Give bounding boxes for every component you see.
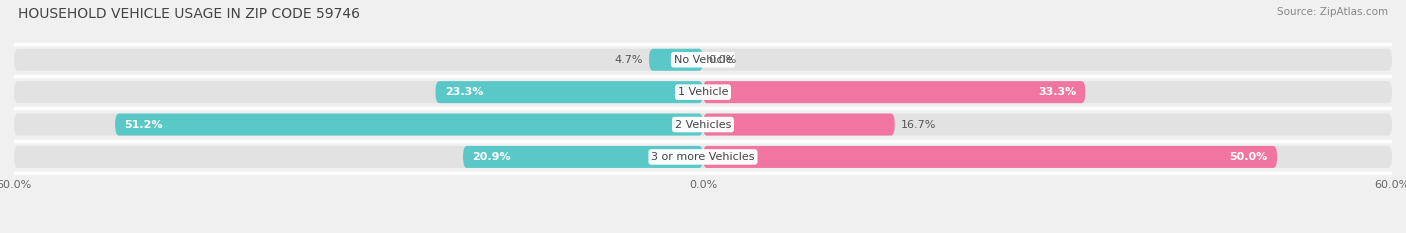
FancyBboxPatch shape	[463, 146, 703, 168]
FancyBboxPatch shape	[650, 49, 703, 71]
FancyBboxPatch shape	[14, 81, 1392, 103]
Text: 4.7%: 4.7%	[614, 55, 644, 65]
FancyBboxPatch shape	[436, 81, 703, 103]
Text: 33.3%: 33.3%	[1038, 87, 1076, 97]
Text: Source: ZipAtlas.com: Source: ZipAtlas.com	[1277, 7, 1388, 17]
Text: No Vehicle: No Vehicle	[673, 55, 733, 65]
FancyBboxPatch shape	[14, 49, 1392, 71]
FancyBboxPatch shape	[703, 81, 1085, 103]
Text: 23.3%: 23.3%	[444, 87, 484, 97]
Text: 0.0%: 0.0%	[709, 55, 737, 65]
Text: 20.9%: 20.9%	[472, 152, 510, 162]
FancyBboxPatch shape	[703, 146, 1277, 168]
FancyBboxPatch shape	[703, 113, 894, 136]
FancyBboxPatch shape	[14, 146, 1392, 168]
FancyBboxPatch shape	[115, 113, 703, 136]
Text: 3 or more Vehicles: 3 or more Vehicles	[651, 152, 755, 162]
Text: 50.0%: 50.0%	[1230, 152, 1268, 162]
Text: 51.2%: 51.2%	[124, 120, 163, 130]
Text: HOUSEHOLD VEHICLE USAGE IN ZIP CODE 59746: HOUSEHOLD VEHICLE USAGE IN ZIP CODE 5974…	[18, 7, 360, 21]
Text: 16.7%: 16.7%	[900, 120, 936, 130]
Text: 2 Vehicles: 2 Vehicles	[675, 120, 731, 130]
Text: 1 Vehicle: 1 Vehicle	[678, 87, 728, 97]
FancyBboxPatch shape	[14, 113, 1392, 136]
Legend: Owner-occupied, Renter-occupied: Owner-occupied, Renter-occupied	[581, 232, 825, 233]
